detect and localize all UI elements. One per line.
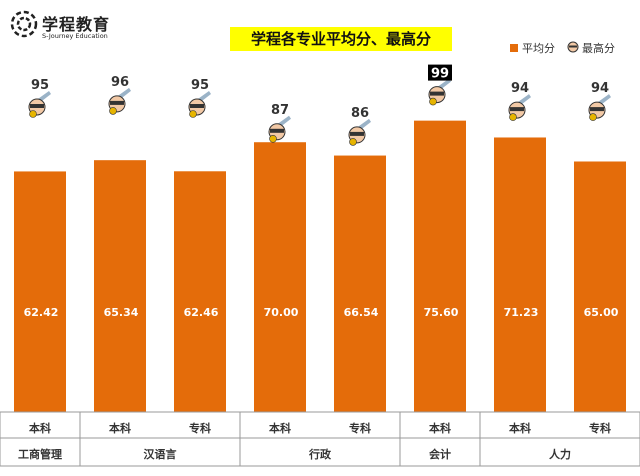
marker-coin-5 — [429, 97, 437, 106]
max-label-7: 94 — [591, 81, 609, 96]
max-marker-icon-4 — [348, 118, 371, 146]
avg-bar-1 — [94, 160, 146, 412]
avg-bar-label-2: 62.46 — [184, 306, 219, 319]
legend-avg-label: 平均分 — [522, 42, 555, 55]
marker-band-4 — [350, 131, 364, 136]
x-group-label-0: 工商管理 — [18, 447, 62, 461]
legend: 平均分 最高分 — [510, 40, 630, 56]
max-marker-icon-3 — [268, 115, 291, 143]
max-label-2: 95 — [191, 78, 209, 93]
avg-bar-label-0: 62.42 — [24, 306, 59, 319]
max-label-6: 94 — [511, 81, 529, 96]
marker-band-0 — [30, 104, 44, 108]
logo: 学程教育 S-Journey Education — [10, 8, 122, 44]
x-tick-label-5: 本科 — [429, 421, 451, 435]
max-marker-icon-6 — [508, 94, 531, 121]
x-tick-label-4: 专科 — [349, 421, 371, 435]
x-group-label-1: 汉语言 — [144, 447, 177, 461]
marker-coin-0 — [29, 110, 37, 118]
avg-bar-label-3: 70.00 — [264, 306, 299, 319]
marker-coin-1 — [109, 107, 117, 115]
max-marker-icon-5 — [428, 78, 451, 106]
max-label-4: 86 — [351, 106, 369, 121]
legend-max-marker-icon — [567, 41, 579, 53]
legend-avg-swatch — [510, 44, 518, 52]
avg-bar-4 — [334, 155, 386, 412]
max-label-3: 87 — [271, 103, 289, 118]
x-group-label-3: 会计 — [429, 447, 451, 461]
avg-bar-5 — [414, 120, 466, 412]
avg-bar-label-7: 65.00 — [584, 306, 619, 319]
x-tick-label-6: 本科 — [509, 421, 531, 435]
marker-band-3 — [270, 128, 284, 133]
avg-bar-2 — [174, 171, 226, 412]
marker-coin-2 — [189, 110, 197, 118]
max-marker-icon-7 — [588, 94, 611, 121]
avg-bar-label-5: 75.60 — [424, 306, 459, 319]
max-label-1: 96 — [111, 75, 129, 90]
x-tick-label-0: 本科 — [29, 421, 51, 435]
marker-band-6 — [510, 107, 524, 112]
x-group-label-4: 人力 — [549, 447, 571, 461]
marker-band-2 — [190, 104, 204, 108]
marker-coin-6 — [509, 113, 517, 121]
max-marker-icon-0 — [28, 91, 51, 118]
logo-swirl-icon — [10, 10, 38, 38]
max-marker-icon-1 — [108, 87, 131, 115]
avg-bar-7 — [574, 161, 626, 412]
marker-coin-3 — [269, 135, 277, 143]
max-label-5: 99 — [431, 67, 449, 82]
max-label-0: 95 — [31, 78, 49, 93]
avg-bar-6 — [494, 137, 546, 412]
x-tick-label-1: 本科 — [109, 421, 131, 435]
marker-band-1 — [110, 100, 124, 105]
chart-title: 学程各专业平均分、最高分 — [230, 27, 452, 51]
marker-coin-4 — [349, 138, 357, 146]
max-marker-icon-2 — [188, 91, 211, 118]
x-tick-label-7: 专科 — [589, 421, 611, 435]
marker-band-7 — [590, 107, 604, 112]
logo-tagline: S-Journey Education — [42, 32, 108, 40]
max-highlight-box-5 — [428, 64, 452, 81]
x-group-label-2: 行政 — [308, 447, 332, 461]
avg-bar-label-6: 71.23 — [504, 306, 539, 319]
avg-bar-label-1: 65.34 — [104, 306, 139, 319]
x-tick-label-3: 本科 — [269, 421, 291, 435]
marker-coin-7 — [589, 113, 597, 121]
avg-bar-label-4: 66.54 — [344, 306, 379, 319]
logo-name: 学程教育 — [42, 15, 111, 34]
legend-max-label: 最高分 — [582, 42, 615, 55]
marker-band-5 — [430, 91, 444, 96]
avg-bar-3 — [254, 142, 306, 412]
x-tick-label-2: 专科 — [189, 421, 211, 435]
avg-bar-0 — [14, 171, 66, 412]
